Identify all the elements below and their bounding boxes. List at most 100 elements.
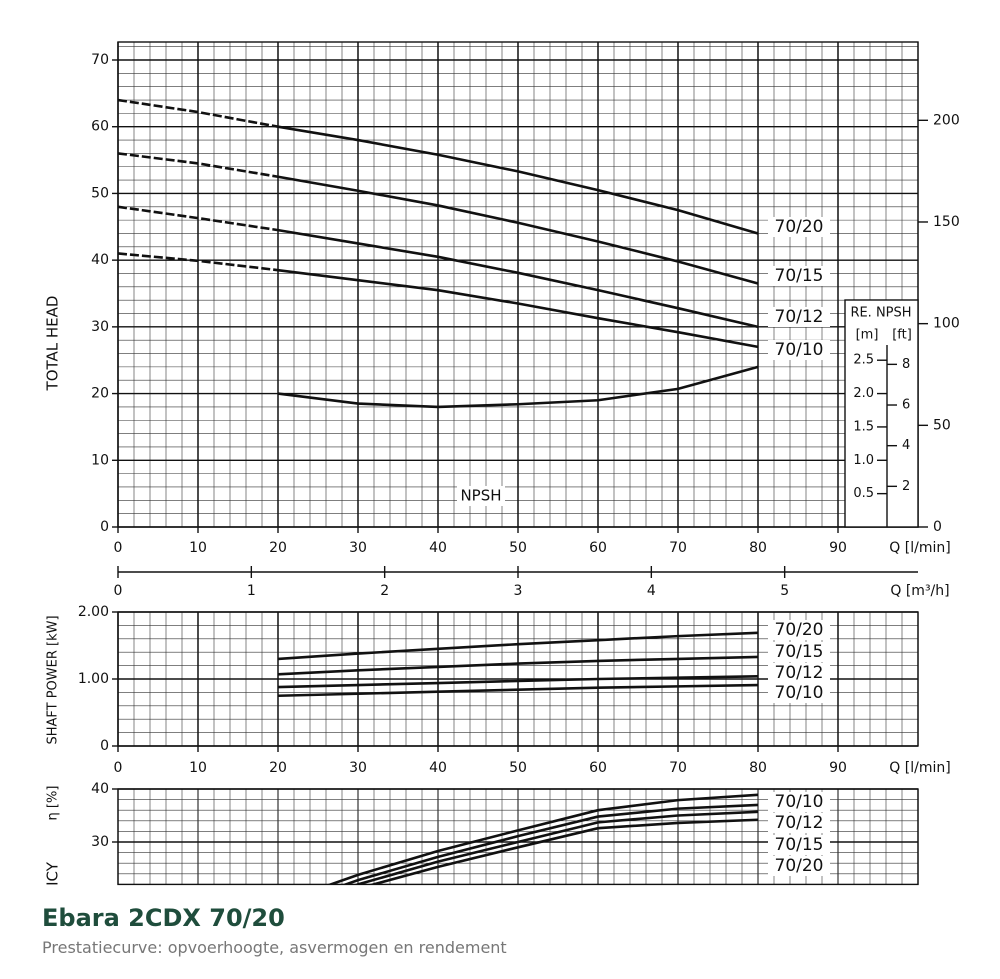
x-tick-label: 40 (429, 540, 447, 556)
y2-tick-label: 150 (933, 214, 960, 230)
label-bg (768, 307, 830, 327)
x-axis-label: Q [l/min] (889, 760, 950, 776)
series-label: 70/10 (775, 683, 824, 703)
npsh-m-tick-label: 0.5 (853, 486, 874, 501)
y-axis-label: SHAFT POWER [kW] (46, 615, 61, 744)
label-bg (768, 663, 830, 683)
y-tick-label: 50 (91, 185, 109, 201)
label-bg (768, 340, 830, 360)
x-tick-label: 60 (589, 540, 607, 556)
x-tick-label: 10 (189, 760, 207, 776)
series-line (277, 125, 759, 235)
x-tick-label: 20 (269, 540, 287, 556)
caption-subtitle: Prestatiecurve: opvoerhoogte, asvermogen… (42, 938, 507, 957)
y-tick-label: 20 (91, 386, 109, 402)
y-tick-label: 70 (91, 52, 109, 68)
y-tick-label: 1.00 (78, 671, 109, 687)
series-layer (118, 98, 759, 409)
y2-tick-label: 200 (933, 112, 960, 128)
series-label: 70/15 (775, 835, 824, 855)
x-tick-label: 60 (589, 760, 607, 776)
series-line (277, 655, 759, 676)
x-tick-label: 30 (349, 540, 367, 556)
x-tick-label: 10 (189, 540, 207, 556)
series-line (277, 631, 759, 661)
series-layer (326, 793, 759, 885)
y-tick-label: 2.00 (78, 604, 109, 620)
x-tick-label: 0 (114, 540, 123, 556)
series-label: 70/10 (775, 340, 824, 360)
y-tick-label: 0 (100, 519, 109, 535)
series-line (277, 365, 759, 409)
caption-title: Ebara 2CDX 70/20 (42, 904, 285, 932)
x-tick-label: 80 (749, 760, 767, 776)
x-tick-label: 70 (669, 540, 687, 556)
label-bg (768, 217, 830, 237)
x-tick-label: 50 (509, 760, 527, 776)
label-bg (768, 642, 830, 662)
npsh-ft-tick-label: 2 (902, 479, 910, 494)
npsh-label: NPSH (460, 487, 501, 505)
label-bg (768, 620, 830, 640)
x-tick-label: 0 (114, 760, 123, 776)
series-label: 70/10 (775, 792, 824, 812)
x2-tick-label: 4 (647, 583, 656, 599)
label-bg (768, 856, 830, 876)
x-tick-label: 30 (349, 760, 367, 776)
x-tick-label: 70 (669, 760, 687, 776)
x2-tick-label: 2 (380, 583, 389, 599)
npsh-ft-tick-label: 6 (902, 398, 910, 413)
npsh-m-tick-label: 2.0 (853, 386, 874, 401)
y-axis-label: η [%] (46, 786, 61, 821)
series-line (277, 175, 759, 285)
series-label: 70/12 (775, 307, 824, 327)
series-line (277, 268, 759, 349)
series-line (326, 793, 759, 885)
y-tick-label: 40 (91, 252, 109, 268)
series-line (277, 683, 759, 698)
y2-tick-label: 0 (933, 519, 942, 535)
series-line (277, 228, 759, 329)
npsh-m-tick-label: 2.5 (853, 353, 874, 368)
x2-axis-label: Q [m³/h] (890, 583, 949, 599)
npsh-m-tick-label: 1.0 (853, 453, 874, 468)
label-bg (768, 835, 830, 855)
series-line-dashed (118, 152, 279, 179)
x2-tick-label: 1 (247, 583, 256, 599)
y-tick-label: 10 (91, 452, 109, 468)
series-label: 70/12 (775, 663, 824, 683)
label-bg (768, 792, 830, 812)
y-tick-label: 40 (91, 781, 109, 797)
panel: 0 1.00 2.00 0 10 20 30 40 50 60 70 80 90 Q [l/min] SHA… (46, 604, 951, 776)
series-line (354, 810, 759, 885)
series-label: 70/15 (775, 642, 824, 662)
series-label: 70/20 (775, 217, 824, 237)
series-line-dashed (118, 252, 279, 272)
label-bg (457, 486, 505, 506)
y-axis-label: TOTAL HEAD (44, 296, 62, 392)
series-layer (277, 631, 759, 698)
x2-tick-label: 5 (780, 583, 789, 599)
x-tick-label: 40 (429, 760, 447, 776)
series-line-dashed (118, 98, 279, 128)
npsh-ft-tick-label: 4 (902, 438, 910, 453)
x2-tick-label: 0 (114, 583, 123, 599)
npsh-unit: [ft] (892, 328, 912, 343)
y-tick-label: 30 (91, 834, 109, 850)
x-tick-label: 20 (269, 760, 287, 776)
x2-tick-label: 3 (514, 583, 523, 599)
series-line (277, 675, 759, 689)
y2-tick-label: 50 (933, 417, 951, 433)
npsh-m-tick-label: 1.5 (853, 419, 874, 434)
y-tick-label: 0 (100, 738, 109, 754)
series-label: 70/12 (775, 813, 824, 833)
x-tick-label: 50 (509, 540, 527, 556)
npsh-title: RE. NPSH (850, 306, 911, 321)
x-tick-label: 90 (829, 760, 847, 776)
label-bg (768, 683, 830, 703)
series-label: 70/20 (775, 620, 824, 640)
